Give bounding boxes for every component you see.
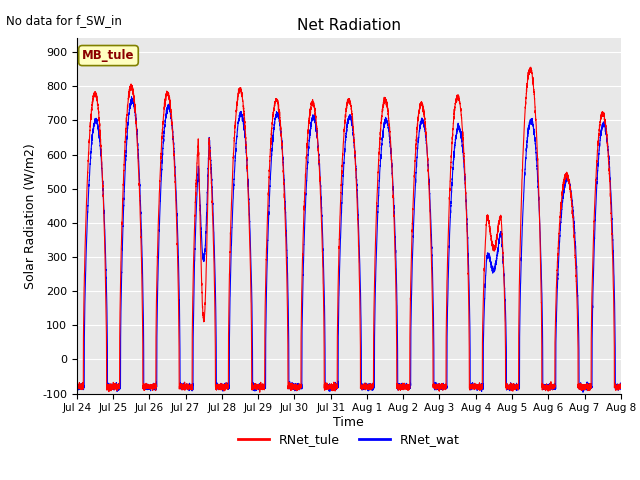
RNet_tule (617, 384, 625, 390)
RNet_tule (73, 384, 81, 390)
RNet_wat (588, 384, 595, 389)
RNet_wat (617, 384, 625, 389)
RNet_tule (330, 385, 338, 391)
RNet_wat (258, 384, 266, 390)
RNet_wat (470, 387, 478, 393)
Line: RNet_wat: RNet_wat (77, 97, 621, 392)
RNet_tule (594, 139, 602, 144)
Text: MB_tule: MB_tule (82, 49, 135, 62)
RNet_tule (470, 383, 478, 389)
Line: RNet_tule: RNet_tule (77, 67, 621, 392)
Title: Net Radiation: Net Radiation (297, 18, 401, 33)
RNet_tule (486, 224, 493, 229)
RNet_wat (579, 389, 587, 395)
X-axis label: Time: Time (333, 416, 364, 429)
RNet_tule (588, 330, 595, 336)
RNet_wat (486, 258, 493, 264)
Y-axis label: Solar Radiation (W/m2): Solar Radiation (W/m2) (24, 143, 36, 289)
RNet_tule (527, 64, 534, 70)
Text: No data for f_SW_in: No data for f_SW_in (6, 14, 122, 27)
RNet_wat (594, 161, 602, 167)
RNet_wat (330, 384, 338, 390)
RNet_tule (258, 384, 266, 390)
RNet_wat (73, 382, 81, 388)
RNet_wat (127, 94, 135, 100)
RNet_tule (256, 389, 264, 395)
Legend: RNet_tule, RNet_wat: RNet_tule, RNet_wat (233, 428, 465, 451)
